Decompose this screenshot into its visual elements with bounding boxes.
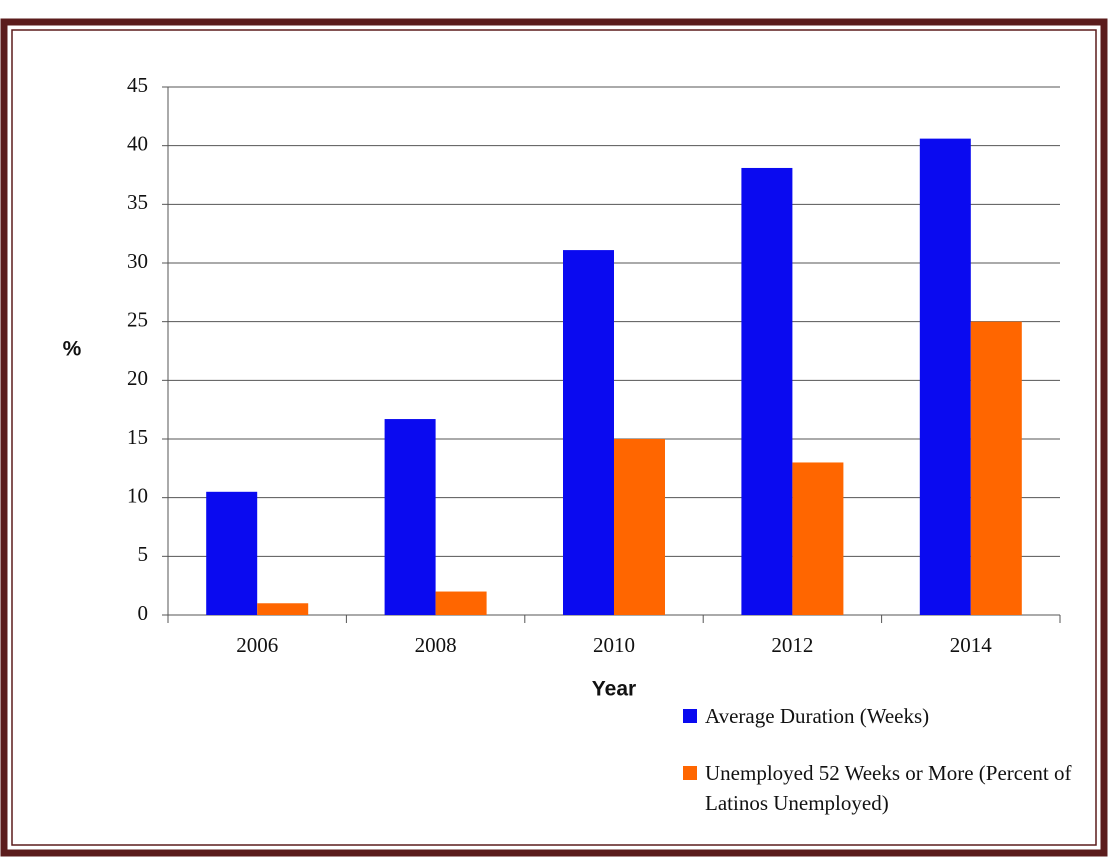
bar [206,491,258,615]
y-tick-label: 35 [127,190,148,214]
y-tick-label: 40 [127,131,148,155]
legend-swatch [683,709,697,723]
y-tick-label: 10 [127,483,148,507]
bar [435,591,487,615]
x-tick-label: 2012 [771,633,813,657]
x-tick-label: 2006 [236,633,278,657]
bar [614,439,665,615]
bar [919,138,971,616]
y-axis-label: % [63,338,82,361]
y-tick-label: 25 [127,307,148,331]
legend-label: Average Duration (Weeks) [705,704,930,728]
y-tick-label: 30 [127,249,148,273]
outer-frame [0,18,1108,857]
y-tick-label: 0 [138,601,149,625]
x-tick-label: 2008 [415,633,457,657]
inner-frame [11,29,1097,846]
bar [970,321,1022,615]
bar [257,603,309,615]
y-tick-label: 20 [127,366,148,390]
y-tick-label: 5 [138,542,149,566]
x-tick-label: 2014 [950,633,993,657]
legend-label: Unemployed 52 Weeks or More (Percent of … [705,761,1072,815]
bar [792,462,844,615]
bar [563,250,614,616]
bar [741,167,793,615]
y-tick-label: 45 [127,73,148,97]
x-tick-label: 2010 [593,633,635,657]
x-axis-label: Year [592,678,636,701]
bar [384,419,436,615]
y-tick-label: 15 [127,425,148,449]
legend-swatch [683,766,697,780]
